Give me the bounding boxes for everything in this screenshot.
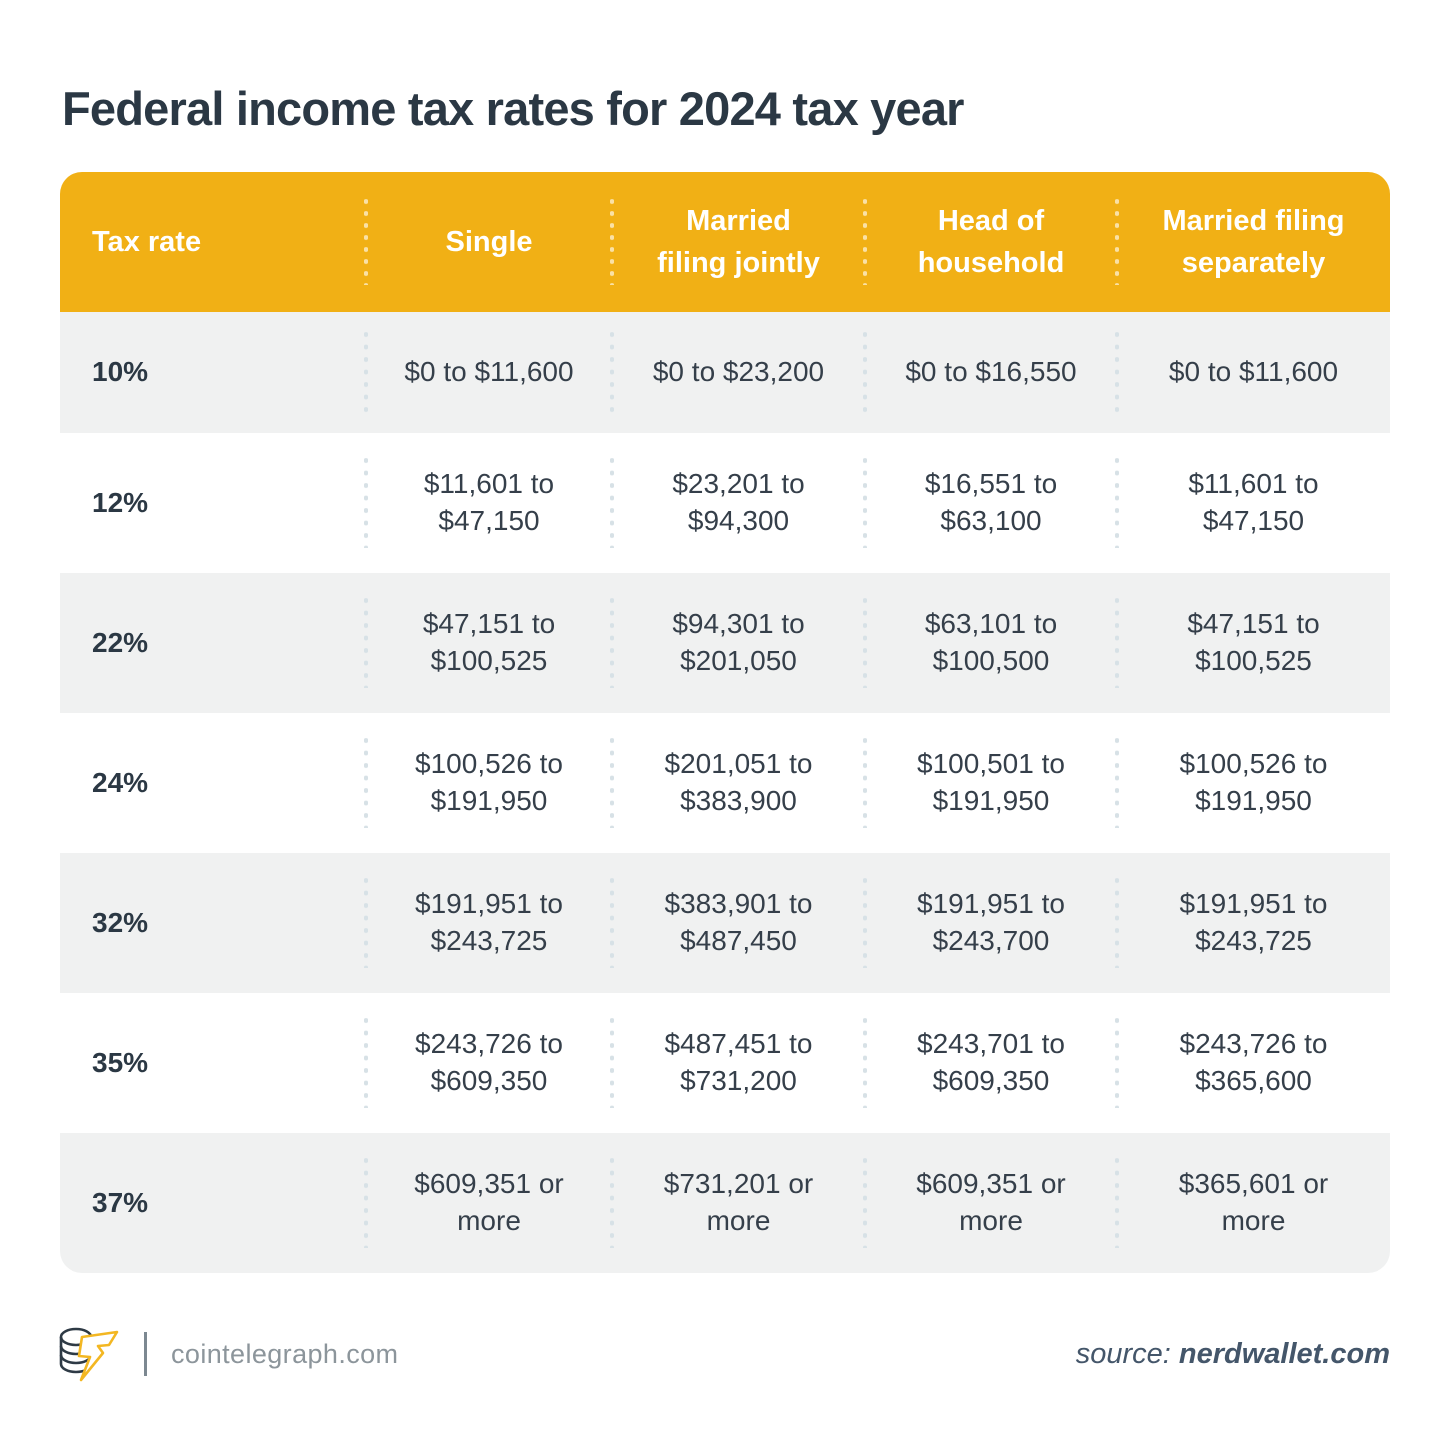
- income-bracket-cell: $0 to $16,550: [865, 312, 1117, 433]
- income-bracket-value: $0 to $16,550: [905, 356, 1077, 388]
- tax-rate-cell: 10%: [92, 356, 149, 388]
- tax-rate-cell: 22%: [92, 626, 149, 658]
- table-body: 10% $0 to $11,600 $0 to $23,200 $0 to $16,5…: [60, 312, 1390, 1273]
- income-bracket-cell: $47,151 to $100,525: [366, 573, 612, 713]
- income-bracket-value: $201,051 to $383,900: [664, 748, 813, 816]
- income-bracket-cell: $609,351 or more: [366, 1133, 612, 1273]
- income-bracket-cell: $0 to $11,600: [366, 312, 612, 433]
- income-bracket-value: $243,701 to $609,350: [917, 1028, 1065, 1096]
- income-bracket-cell: $0 to $23,200: [612, 312, 865, 433]
- tax-rate-table: Tax rate Single Married filing jointly H…: [60, 172, 1390, 1273]
- table-row: 32% $191,951 to $243,725 $383,901 to $487,…: [60, 853, 1390, 993]
- income-bracket-value: $0 to $11,600: [404, 356, 574, 388]
- table-row: 35% $243,726 to $609,350 $487,451 to $731,…: [60, 993, 1390, 1133]
- income-bracket-cell: $100,526 to $191,950: [1117, 713, 1390, 853]
- income-bracket-cell: $100,526 to $191,950: [366, 713, 612, 853]
- income-bracket-cell: $731,201 or more: [612, 1133, 865, 1273]
- cointelegraph-coins-bolt-icon: [59, 1327, 119, 1382]
- table-row: 12% $11,601 to $47,150 $23,201 to $94,300 $…: [60, 433, 1390, 573]
- table-row: 22% $47,151 to $100,525 $94,301 to $201,05…: [60, 573, 1390, 713]
- tax-rate-cell: 37%: [92, 1186, 149, 1218]
- income-bracket-cell: $63,101 to $100,500: [865, 573, 1117, 713]
- income-bracket-value: $243,726 to $609,350: [415, 1028, 563, 1096]
- table-row: 10% $0 to $11,600 $0 to $23,200 $0 to $16,5…: [60, 312, 1390, 433]
- table-header-row: Tax rate Single Married filing jointly H…: [60, 172, 1390, 312]
- income-bracket-cell: $11,601 to $47,150: [366, 433, 612, 573]
- source-attribution: source: nerdwallet.com: [1076, 1338, 1390, 1371]
- header-head-of-household: Head of household: [865, 172, 1117, 312]
- income-bracket-cell: $16,551 to $63,100: [865, 433, 1117, 573]
- income-bracket-value: $100,501 to $191,950: [917, 748, 1065, 816]
- income-bracket-cell: $191,951 to $243,725: [1117, 853, 1390, 993]
- table-row: 24% $100,526 to $191,950 $201,051 to $383,…: [60, 713, 1390, 853]
- header-married-separately: Married filing separately: [1117, 172, 1390, 312]
- income-bracket-cell: $383,901 to $487,450: [612, 853, 865, 993]
- income-bracket-cell: $487,451 to $731,200: [612, 993, 865, 1133]
- income-bracket-value: $609,351 or more: [414, 1168, 564, 1236]
- footer-divider: [144, 1332, 147, 1376]
- source-label: source:: [1075, 1338, 1179, 1370]
- tax-rate-cell: 35%: [92, 1046, 149, 1078]
- tax-rate-cell: 24%: [92, 766, 149, 798]
- income-bracket-value: $731,201 or more: [663, 1168, 814, 1236]
- income-bracket-cell: $23,201 to $94,300: [612, 433, 865, 573]
- income-bracket-value: $47,151 to $100,525: [1187, 608, 1320, 676]
- income-bracket-cell: $201,051 to $383,900: [612, 713, 865, 853]
- income-bracket-cell: $0 to $11,600: [1117, 312, 1390, 433]
- income-bracket-cell: $191,951 to $243,700: [865, 853, 1117, 993]
- income-bracket-value: $63,101 to $100,500: [924, 608, 1058, 676]
- income-bracket-value: $243,726 to $365,600: [1179, 1028, 1328, 1096]
- income-bracket-value: $100,526 to $191,950: [415, 748, 563, 816]
- income-bracket-cell: $47,151 to $100,525: [1117, 573, 1390, 713]
- tax-rate-cell: 32%: [92, 906, 149, 938]
- income-bracket-cell: $191,951 to $243,725: [366, 853, 612, 993]
- income-bracket-value: $191,951 to $243,725: [415, 888, 563, 956]
- income-bracket-value: $11,601 to $47,150: [1188, 468, 1319, 536]
- income-bracket-value: $100,526 to $191,950: [1179, 748, 1328, 816]
- income-bracket-value: $16,551 to $63,100: [924, 468, 1058, 536]
- income-bracket-cell: $100,501 to $191,950: [865, 713, 1117, 853]
- tax-rate-cell: 12%: [92, 486, 149, 518]
- income-bracket-value: $609,351 or more: [916, 1168, 1066, 1236]
- income-bracket-value: $383,901 to $487,450: [664, 888, 813, 956]
- income-bracket-cell: $243,726 to $365,600: [1117, 993, 1390, 1133]
- income-bracket-cell: $365,601 or more: [1117, 1133, 1390, 1273]
- income-bracket-value: $23,201 to $94,300: [672, 468, 805, 536]
- income-bracket-cell: $609,351 or more: [865, 1133, 1117, 1273]
- brand-site-text: cointelegraph.com: [171, 1338, 399, 1369]
- income-bracket-value: $487,451 to $731,200: [664, 1028, 813, 1096]
- page-title: Federal income tax rates for 2024 tax ye…: [62, 82, 964, 136]
- income-bracket-value: $191,951 to $243,725: [1179, 888, 1328, 956]
- income-bracket-cell: $11,601 to $47,150: [1117, 433, 1390, 573]
- source-name: nerdwallet.com: [1178, 1338, 1390, 1370]
- brand-footer: cointelegraph.com: [58, 1326, 398, 1382]
- header-married-jointly: Married filing jointly: [612, 172, 865, 312]
- income-bracket-value: $191,951 to $243,700: [917, 888, 1065, 956]
- income-bracket-cell: $243,726 to $609,350: [366, 993, 612, 1133]
- income-bracket-value: $0 to $11,600: [1168, 356, 1339, 388]
- header-single: Single: [366, 172, 612, 312]
- header-tax-rate: Tax rate: [92, 225, 202, 258]
- income-bracket-value: $365,601 or more: [1178, 1168, 1329, 1236]
- income-bracket-value: $94,301 to $201,050: [672, 608, 805, 676]
- income-bracket-value: $0 to $23,200: [652, 356, 825, 388]
- income-bracket-cell: $243,701 to $609,350: [865, 993, 1117, 1133]
- income-bracket-value: $47,151 to $100,525: [422, 608, 556, 676]
- income-bracket-cell: $94,301 to $201,050: [612, 573, 865, 713]
- table-row: 37% $609,351 or more $731,201 or more $609,…: [60, 1133, 1390, 1273]
- income-bracket-value: $11,601 to $47,150: [423, 468, 555, 536]
